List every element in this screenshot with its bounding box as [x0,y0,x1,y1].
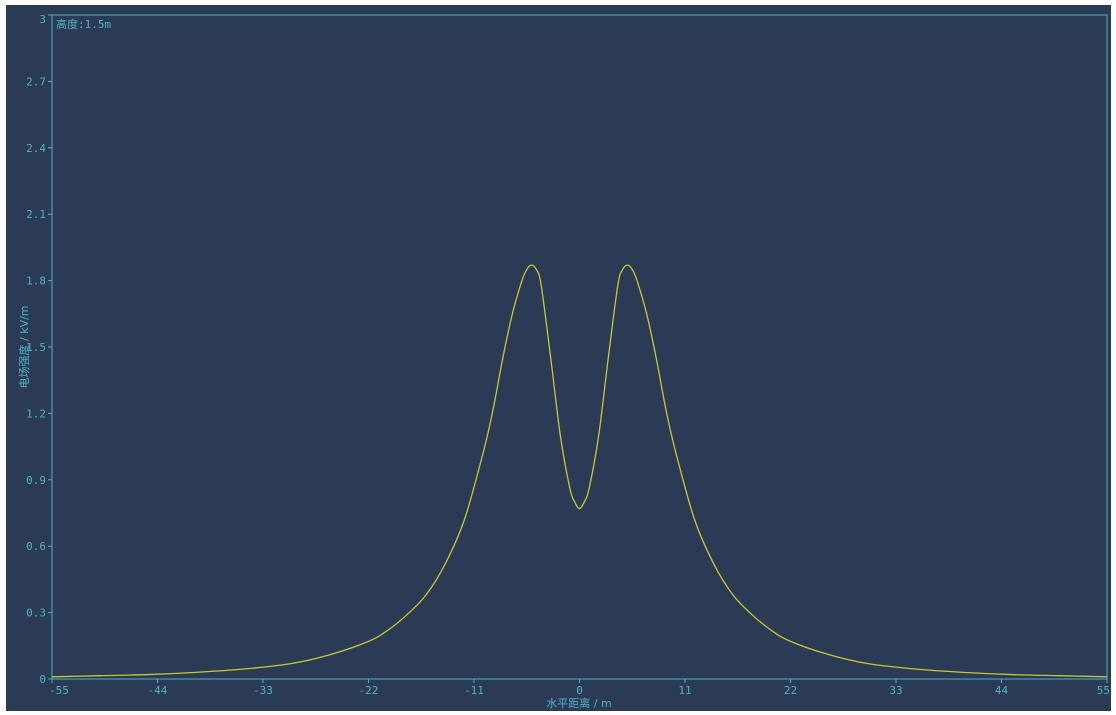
data-point [598,435,600,437]
y-tick-label: 1.2 [26,407,46,420]
data-point [588,488,590,490]
x-tick-label: -33 [253,684,273,697]
chart-window: 0 0.3 0.6 0.9 1.2 1.5 1.8 2.1 2.4 2.7 3 -55 -44 -33-… [6,5,1111,711]
x-tick-label: -11 [464,684,484,697]
data-point [751,614,753,616]
data-point [464,519,466,521]
data-point [540,284,542,286]
data-point [790,641,792,643]
y-tick-label: 0.9 [26,474,46,487]
x-tick-label: 44 [995,684,1009,697]
data-point [1058,675,1060,677]
data-point [622,269,624,271]
y-tick-label: 1.5 [26,341,46,354]
data-point [627,264,629,266]
data-point [914,668,916,670]
data-point [583,501,585,503]
data-point [962,672,964,674]
data-point [444,563,446,565]
data-point [646,313,648,315]
data-point [526,269,528,271]
data-point [713,563,715,565]
data-point [732,594,734,596]
data-point [607,357,609,359]
x-tick-label: 0 [576,684,583,697]
x-tick-label: 22 [784,684,797,697]
data-point [195,672,197,674]
y-tick-label: 1.8 [26,275,46,288]
x-tick-label: 33 [889,684,902,697]
data-point [147,674,149,676]
data-points [51,264,1108,677]
y-tick-label: 2.1 [26,208,46,221]
x-tick-label: 11 [678,684,691,697]
data-point [665,408,667,410]
y-axis-title: 电场强度 / kV/m [17,305,31,388]
y-tick-label: 2.7 [26,75,46,88]
x-ticks: -55 -44 -33 -22 -11 0 11 22 33 44 55 [49,679,1110,697]
x-tick-label: -55 [49,684,69,697]
data-point [617,284,619,286]
data-point [574,501,576,503]
data-point [406,614,408,616]
data-point [828,654,830,656]
data-point [329,654,331,656]
data-point [1106,676,1108,678]
y-tick-label: 0 [39,673,46,686]
data-point [425,594,427,596]
data-point [483,450,485,452]
y-tick-label: 2.4 [26,142,46,155]
y-ticks: 0 0.3 0.6 0.9 1.2 1.5 1.8 2.1 2.4 2.7 3 [26,13,52,686]
series-line [51,264,1108,678]
data-point [631,269,633,271]
y-tick-label: 0.3 [26,607,46,620]
data-point [387,630,389,632]
data-point [579,508,581,510]
data-point [502,357,504,359]
x-tick-label: 55 [1097,684,1110,697]
data-point [560,435,562,437]
data-point [51,676,53,678]
chart-svg: 00.30.60.91.21.51.82.12.42.73 -55 -44 -33-… [17,13,1110,710]
chart-annotation: 高度:1.5m [56,17,111,31]
data-point [771,630,773,632]
plot-frame [51,14,1108,680]
data-point [368,641,370,643]
y-tick-label: 0.6 [26,540,46,553]
data-point [569,488,571,490]
data-point [675,450,677,452]
data-point [694,519,696,521]
data-point [531,264,533,266]
data-point [1010,674,1012,676]
data-point [492,408,494,410]
x-axis-title: 水平距离 / m [546,696,611,710]
data-point [291,663,293,665]
data-point [655,357,657,359]
data-point [512,313,514,315]
y-tick-label: 3 [39,13,46,26]
data-point [550,357,552,359]
data-point [866,663,868,665]
x-tick-label: -22 [359,684,379,697]
x-tick-label: -44 [148,684,168,697]
data-point [521,280,523,282]
data-point [636,280,638,282]
data-point [536,269,538,271]
data-point [99,675,101,677]
data-point [243,668,245,670]
